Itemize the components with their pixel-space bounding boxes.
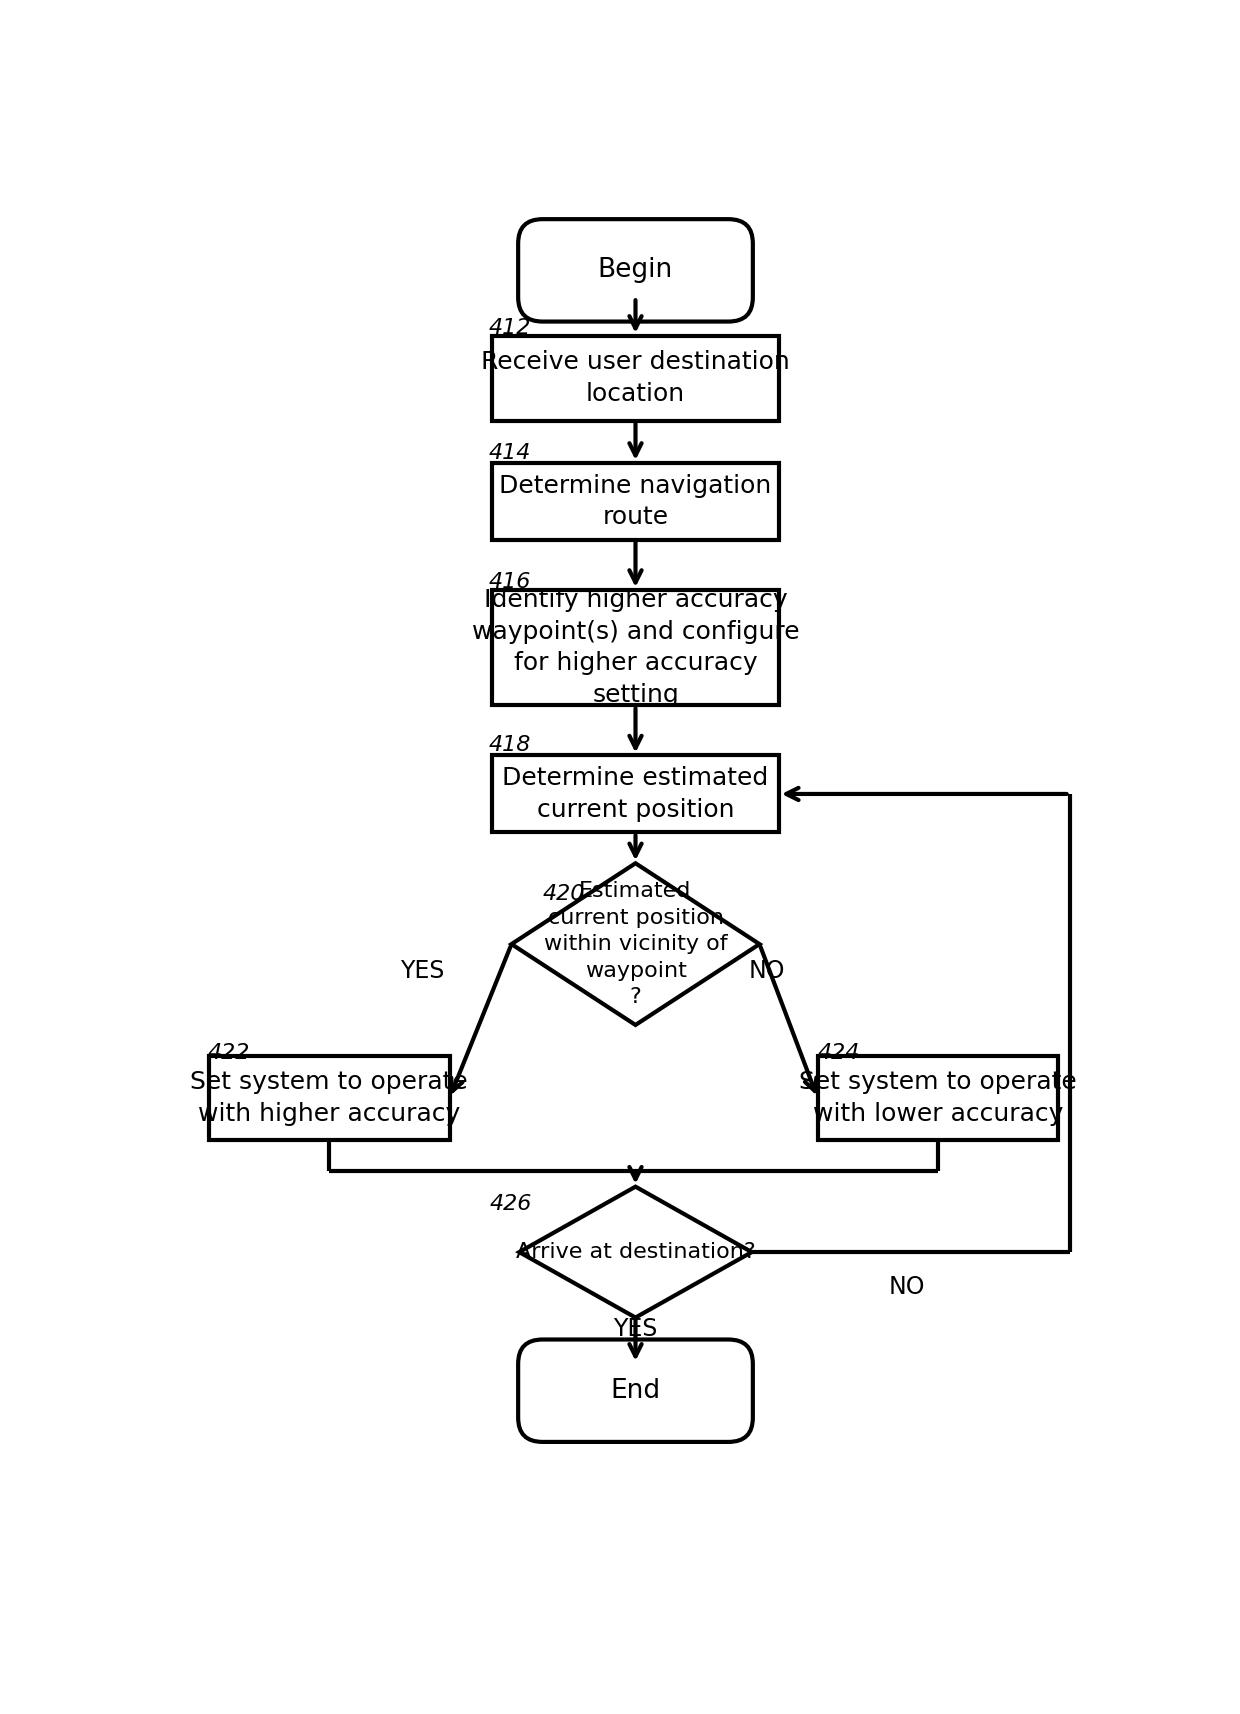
Text: 412: 412: [489, 319, 531, 338]
Text: NO: NO: [889, 1275, 925, 1299]
Text: 426: 426: [490, 1193, 532, 1214]
Text: 420: 420: [543, 884, 585, 903]
Text: End: End: [610, 1378, 661, 1404]
Bar: [210, 1056, 449, 1140]
Text: YES: YES: [614, 1316, 657, 1340]
FancyBboxPatch shape: [518, 219, 753, 322]
Text: Set system to operate
with lower accuracy: Set system to operate with lower accurac…: [799, 1070, 1076, 1126]
Text: Determine estimated
current position: Determine estimated current position: [502, 766, 769, 821]
Text: 414: 414: [489, 442, 531, 463]
Text: 424: 424: [817, 1044, 861, 1063]
Text: Set system to operate
with higher accuracy: Set system to operate with higher accura…: [191, 1070, 469, 1126]
Bar: [492, 590, 779, 706]
Text: YES: YES: [401, 960, 445, 984]
Text: Estimated
current position
within vicinity of
waypoint
?: Estimated current position within vicini…: [543, 881, 728, 1006]
FancyBboxPatch shape: [518, 1340, 753, 1441]
Bar: [492, 336, 779, 420]
Text: Identify higher accuracy
waypoint(s) and configure
for higher accuracy
setting: Identify higher accuracy waypoint(s) and…: [471, 588, 800, 708]
Text: Receive user destination
location: Receive user destination location: [481, 350, 790, 406]
Text: Arrive at destination?: Arrive at destination?: [516, 1243, 755, 1262]
Bar: [492, 756, 779, 833]
Text: NO: NO: [749, 960, 785, 984]
Polygon shape: [520, 1186, 751, 1318]
Polygon shape: [511, 864, 759, 1025]
Text: 418: 418: [489, 735, 531, 756]
Text: 416: 416: [489, 572, 531, 593]
Bar: [817, 1056, 1058, 1140]
Bar: [492, 463, 779, 540]
Text: 422: 422: [207, 1044, 250, 1063]
Text: Begin: Begin: [598, 257, 673, 283]
Text: Determine navigation
route: Determine navigation route: [500, 473, 771, 530]
